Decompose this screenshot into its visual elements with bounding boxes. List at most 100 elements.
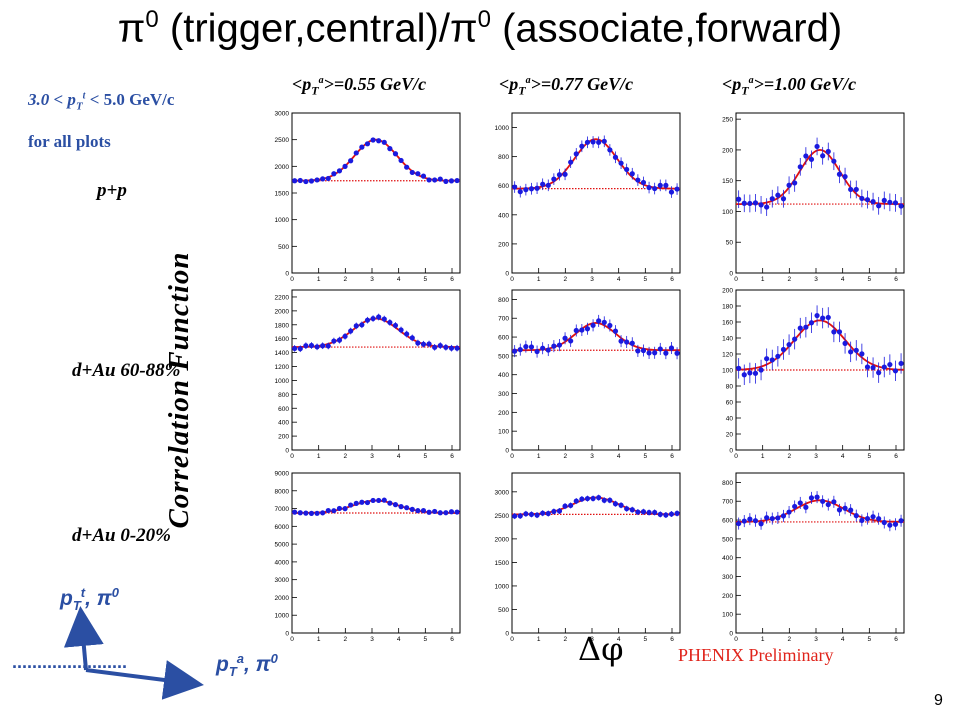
x-tick-label: 1 xyxy=(537,636,541,643)
data-point xyxy=(657,182,663,188)
data-point xyxy=(836,329,843,335)
plot-frame xyxy=(291,289,461,451)
data-point xyxy=(780,196,787,202)
data-point xyxy=(562,171,568,177)
data-point xyxy=(831,329,837,335)
x-tick-label: 0 xyxy=(290,276,294,283)
data-point xyxy=(376,138,382,144)
x-tick-label: 5 xyxy=(424,453,428,460)
x-tick-label: 4 xyxy=(617,453,621,460)
all-plots-note: for all plots xyxy=(28,132,111,151)
y-tick-label: 250 xyxy=(722,117,733,124)
y-tick-label: 140 xyxy=(722,336,733,343)
data-point xyxy=(398,327,404,333)
y-tick-label: 800 xyxy=(498,297,509,304)
y-tick-label: 1200 xyxy=(275,364,290,371)
data-point xyxy=(780,513,787,519)
x-tick-label: 1 xyxy=(761,636,765,643)
data-point xyxy=(432,177,438,183)
data-point xyxy=(668,345,675,351)
y-tick-label: 1000 xyxy=(275,613,290,620)
data-point xyxy=(596,139,602,145)
y-tick-label: 2000 xyxy=(275,164,290,171)
fit-curve xyxy=(292,138,460,182)
y-tick-label: 500 xyxy=(498,607,509,614)
data-point xyxy=(663,350,669,356)
data-point xyxy=(876,516,882,522)
data-point xyxy=(892,368,899,374)
data-point xyxy=(534,185,540,191)
y-tick-label: 2000 xyxy=(275,308,290,315)
data-point xyxy=(331,171,337,177)
x-tick-label: 2 xyxy=(344,636,348,643)
data-point xyxy=(792,336,798,342)
data-point xyxy=(545,182,551,188)
data-point xyxy=(870,199,876,205)
data-point xyxy=(775,515,781,521)
y-tick-label: 80 xyxy=(726,384,734,391)
x-tick-label: 2 xyxy=(564,276,568,283)
column-header-055: <pTa>=0.55 GeV/c xyxy=(292,74,427,98)
data-point xyxy=(376,314,382,320)
data-point xyxy=(443,178,449,184)
data-point xyxy=(353,500,359,506)
y-tick-label: 100 xyxy=(722,209,733,216)
data-point xyxy=(825,148,831,155)
row-label-dau-peripheral: d+Au 60-88% xyxy=(72,360,181,381)
x-tick-label: 1 xyxy=(761,276,765,283)
row-label-pp: p+p xyxy=(97,180,127,201)
data-point xyxy=(780,346,787,353)
data-point xyxy=(409,169,415,176)
data-point xyxy=(752,518,759,524)
x-tick-label: 3 xyxy=(590,636,594,643)
y-tick-label: 9000 xyxy=(275,471,290,478)
data-point xyxy=(831,499,837,505)
data-point xyxy=(814,312,820,319)
data-point xyxy=(792,503,798,510)
y-tick-label: 7000 xyxy=(275,506,290,513)
data-point xyxy=(512,184,518,190)
y-tick-label: 800 xyxy=(278,392,289,399)
data-point xyxy=(409,335,415,341)
data-point xyxy=(545,347,551,353)
x-tick-label: 0 xyxy=(734,276,738,283)
data-point xyxy=(370,497,376,504)
x-tick-label: 4 xyxy=(841,276,845,283)
x-tick-label: 5 xyxy=(644,453,648,460)
x-tick-label: 0 xyxy=(290,453,294,460)
y-tick-label: 400 xyxy=(498,372,509,379)
x-tick-label: 2 xyxy=(344,453,348,460)
data-point xyxy=(596,495,602,501)
data-point xyxy=(381,139,387,145)
data-point xyxy=(448,178,455,184)
data-point xyxy=(859,351,865,357)
data-point xyxy=(528,344,535,350)
data-point xyxy=(370,137,376,143)
fit-curve xyxy=(512,138,680,190)
data-point xyxy=(601,497,607,503)
column-header-077: <pTa>=0.77 GeV/c xyxy=(499,74,634,98)
y-tick-label: 800 xyxy=(722,480,733,487)
x-tick-label: 3 xyxy=(370,453,374,460)
data-point xyxy=(607,322,613,329)
x-tick-label: 4 xyxy=(617,276,621,283)
y-tick-label: 200 xyxy=(498,410,509,417)
data-point xyxy=(825,314,831,321)
data-point xyxy=(437,176,443,182)
data-point xyxy=(556,342,563,348)
y-tick-label: 1000 xyxy=(495,125,510,132)
x-tick-label: 5 xyxy=(868,453,872,460)
data-point xyxy=(629,507,635,513)
fit-curve xyxy=(735,319,905,371)
y-tick-label: 0 xyxy=(505,631,509,638)
data-point xyxy=(769,515,775,522)
x-tick-label: 1 xyxy=(537,453,541,460)
x-tick-label: 4 xyxy=(841,636,845,643)
data-point xyxy=(404,331,410,337)
data-point xyxy=(808,156,815,162)
y-tick-label: 2500 xyxy=(495,513,510,520)
plot-frame xyxy=(735,112,905,274)
y-tick-label: 400 xyxy=(498,212,509,219)
data-point xyxy=(848,349,854,355)
